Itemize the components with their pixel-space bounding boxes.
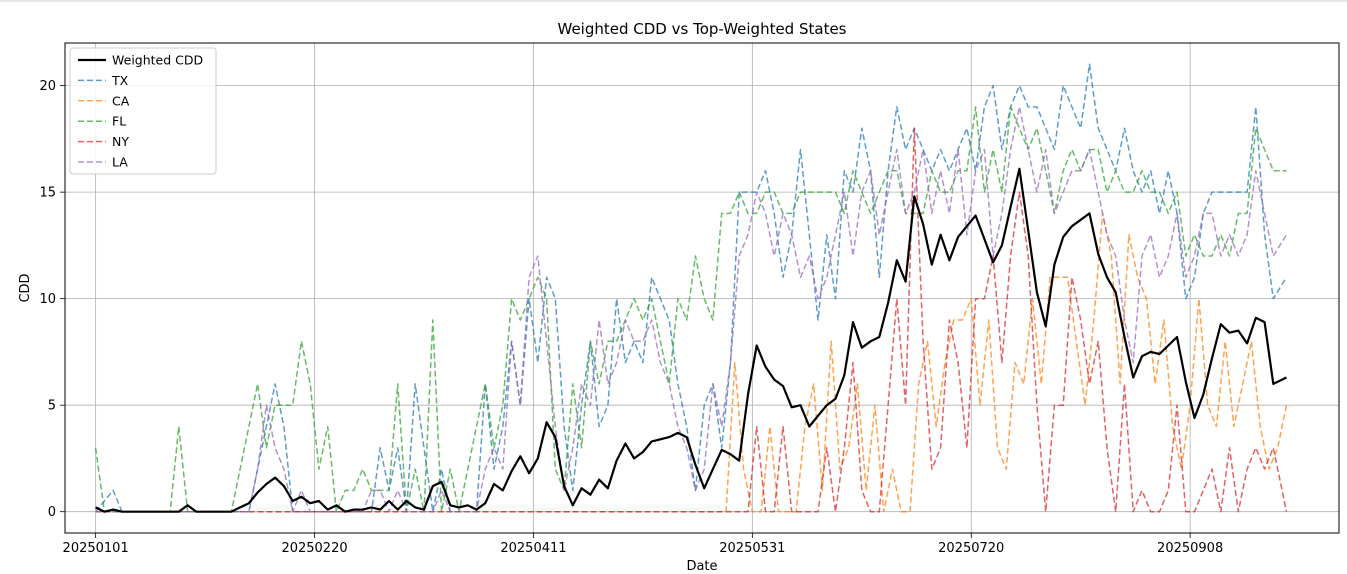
x-tick-label: 20250908 (1157, 541, 1223, 556)
series-layer (94, 63, 1288, 513)
legend-label: CA (112, 93, 130, 108)
chart-title: Weighted CDD vs Top-Weighted States (558, 20, 847, 38)
legend-label: Weighted CDD (112, 53, 203, 68)
legend-box (69, 47, 217, 175)
x-axis-ticks: 20250101 20250220 20250411 20250531 20250720… (63, 533, 1223, 556)
legend-label: TX (111, 73, 129, 88)
x-tick-label: 20250411 (500, 541, 566, 556)
x-tick-label: 20250720 (938, 541, 1004, 556)
x-axis-label: Date (686, 559, 717, 574)
grid (65, 43, 1339, 533)
legend-label: NY (112, 134, 129, 149)
y-axis-label: CDD (18, 273, 33, 302)
y-axis-ticks: 0 5 10 15 20 (39, 79, 65, 520)
series-line-la (95, 106, 1288, 513)
x-tick-label: 20250531 (719, 541, 785, 556)
series-line-ca (95, 212, 1288, 513)
top-border (0, 0, 1347, 2)
legend: Weighted CDD TX CA FL NY LA (69, 47, 217, 175)
y-tick-label: 5 (48, 399, 56, 414)
series-line-ny (95, 127, 1288, 513)
y-tick-label: 20 (39, 79, 56, 94)
plot-frame (64, 42, 1340, 534)
legend-label: FL (112, 114, 126, 129)
series-line-weighted-cdd (95, 167, 1287, 513)
x-tick-label: 20250101 (63, 541, 129, 556)
legend-label: LA (112, 155, 128, 170)
x-tick-label: 20250220 (281, 541, 347, 556)
y-tick-label: 10 (39, 292, 56, 307)
y-tick-label: 0 (48, 505, 56, 520)
y-tick-label: 15 (39, 186, 56, 201)
